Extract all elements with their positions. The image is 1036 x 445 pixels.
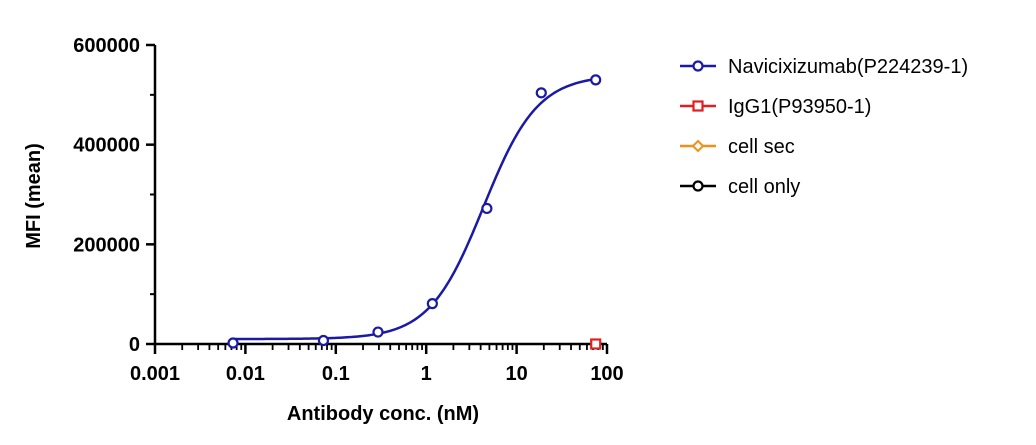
- legend-label: cell only: [728, 176, 800, 198]
- data-point: [590, 74, 602, 86]
- legend-marker: [692, 100, 704, 112]
- x-tick-label: 100: [590, 363, 623, 385]
- y-tick-label: 0: [129, 334, 140, 356]
- data-point: [227, 337, 239, 349]
- axes: 0 200000 400000 600000 0.001 0.01 0.1 1 10 100: [73, 35, 623, 385]
- legend-marker: [692, 180, 704, 192]
- data-point: [481, 202, 493, 215]
- legend: Navicixizumab(P224239-1) IgG1(P93950-1) ce…: [680, 56, 968, 198]
- plot-area: [227, 74, 602, 350]
- legend-marker: [691, 139, 705, 153]
- y-tick-label: 400000: [73, 135, 140, 157]
- y-axis-title: MFI (mean): [23, 143, 45, 249]
- x-tick-label: 10: [505, 363, 527, 385]
- y-tick-label: 600000: [73, 35, 140, 57]
- legend-label: cell sec: [728, 136, 795, 158]
- data-point: [317, 334, 330, 347]
- legend-label: Navicixizumab(P224239-1): [728, 56, 968, 78]
- data-point: [535, 87, 547, 99]
- fit-curve: [233, 77, 596, 341]
- x-tick-label: 0.1: [322, 363, 350, 385]
- data-point: [590, 338, 602, 350]
- x-axis-title: Antibody conc. (nM): [287, 403, 479, 425]
- x-tick-label: 1: [421, 363, 432, 385]
- data-point: [426, 298, 438, 310]
- x-tick-label: 0.001: [130, 363, 180, 385]
- x-tick-label: 0.01: [226, 363, 265, 385]
- legend-marker: [692, 60, 704, 72]
- y-tick-label: 200000: [73, 234, 140, 256]
- data-point: [372, 326, 384, 338]
- legend-label: IgG1(P93950-1): [728, 96, 871, 118]
